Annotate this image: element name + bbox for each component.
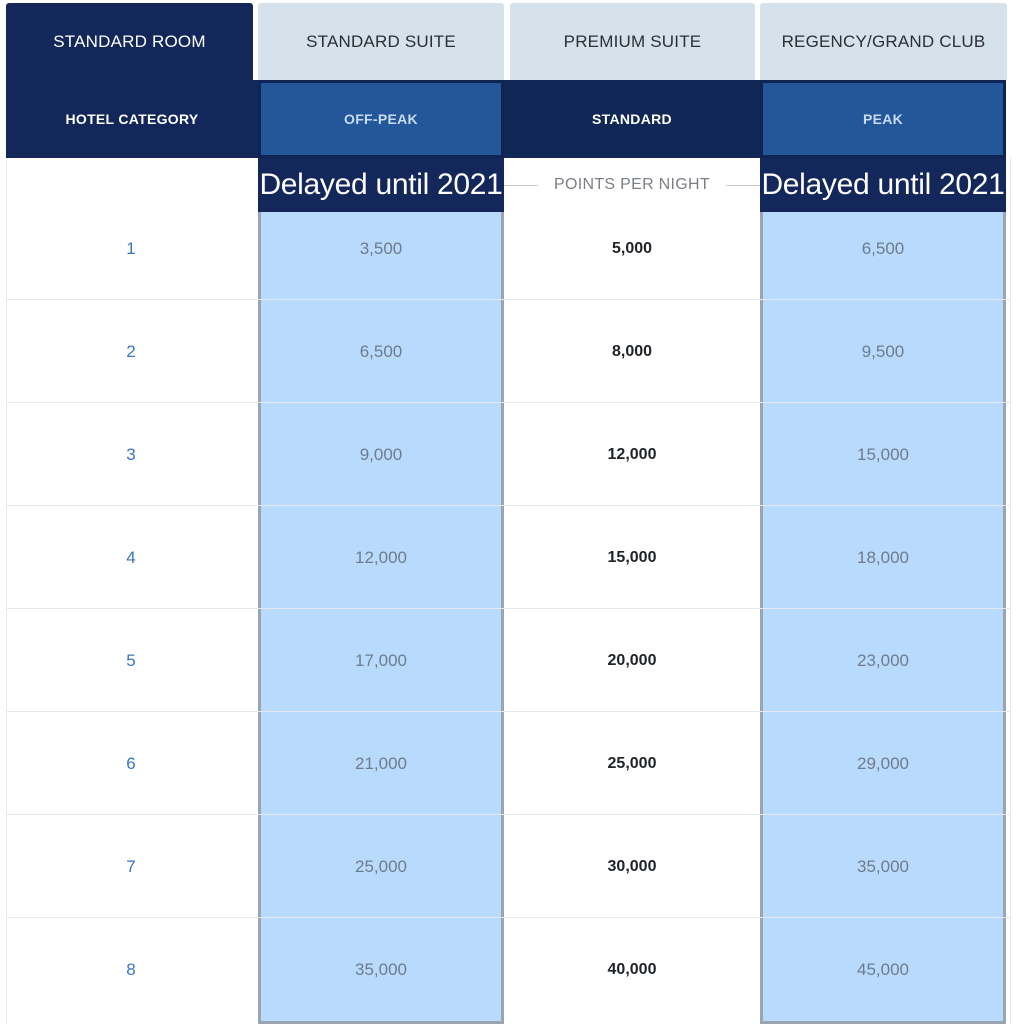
- standard-points-cell: 5,000: [611, 239, 653, 257]
- standard-points-cell: 12,000: [607, 445, 657, 463]
- tab-standard-room[interactable]: STANDARD ROOM: [6, 3, 253, 80]
- table-row: 3 9,000 12,000 15,000: [0, 403, 1017, 506]
- table-row: 7 25,000 30,000 35,000: [0, 815, 1017, 918]
- off-peak-delayed-banner: Delayed until 2021: [258, 158, 504, 212]
- hotel-category-cell[interactable]: 3: [126, 444, 136, 464]
- peak-points-cell: 35,000: [857, 856, 909, 876]
- hotel-category-cell[interactable]: 2: [126, 341, 136, 361]
- off-peak-points-cell: 9,000: [359, 444, 403, 464]
- standard-points-cell: 30,000: [607, 857, 657, 875]
- row-divider: [6, 917, 1010, 918]
- peak-points-cell: 23,000: [857, 650, 909, 670]
- hotel-category-cell[interactable]: 6: [126, 753, 136, 773]
- peak-points-cell: 18,000: [857, 547, 909, 567]
- row-divider: [6, 402, 1010, 403]
- row-divider: [6, 711, 1010, 712]
- header-hotel-category: HOTEL CATEGORY: [6, 80, 258, 158]
- off-peak-column-highlight: [258, 158, 504, 1024]
- divider-line: [725, 184, 760, 186]
- hotel-category-cell[interactable]: 4: [126, 547, 136, 567]
- table-row: 4 12,000 15,000 18,000: [0, 506, 1017, 609]
- row-divider: [6, 814, 1010, 815]
- row-divider: [6, 299, 1010, 300]
- table-row: 2 6,500 8,000 9,500: [0, 300, 1017, 403]
- tab-standard-suite[interactable]: STANDARD SUITE: [258, 3, 504, 80]
- peak-points-cell: 9,500: [861, 341, 905, 361]
- standard-points-cell: 20,000: [607, 651, 657, 669]
- table-row: 6 21,000 25,000 29,000: [0, 712, 1017, 815]
- header-standard: STANDARD: [504, 80, 760, 158]
- divider-line: [504, 184, 539, 186]
- row-divider: [6, 608, 1010, 609]
- tab-regency-grand-club[interactable]: REGENCY/GRAND CLUB: [760, 3, 1007, 80]
- off-peak-points-cell: 3,500: [359, 238, 403, 258]
- points-per-night-text: POINTS PER NIGHT: [554, 176, 710, 193]
- standard-points-cell: 40,000: [607, 960, 657, 978]
- peak-points-cell: 6,500: [861, 238, 905, 258]
- row-divider: [6, 505, 1010, 506]
- standard-points-cell: 25,000: [607, 754, 657, 772]
- table-row: 8 35,000 40,000 45,000: [0, 918, 1017, 1021]
- table-row: 5 17,000 20,000 23,000: [0, 609, 1017, 712]
- off-peak-points-cell: 12,000: [355, 547, 407, 567]
- header-off-peak: OFF-PEAK: [258, 80, 504, 158]
- peak-column-highlight: [760, 158, 1006, 1024]
- off-peak-points-cell: 25,000: [355, 856, 407, 876]
- peak-points-cell: 15,000: [857, 444, 909, 464]
- table-left-edge: [6, 158, 7, 1024]
- hotel-category-cell[interactable]: 8: [126, 959, 136, 979]
- points-per-night-label: POINTS PER NIGHT: [504, 158, 760, 212]
- hotel-category-cell[interactable]: 7: [126, 856, 136, 876]
- tab-premium-suite[interactable]: PREMIUM SUITE: [510, 3, 755, 80]
- peak-points-cell: 45,000: [857, 959, 909, 979]
- peak-delayed-banner: Delayed until 2021: [760, 158, 1006, 212]
- off-peak-points-cell: 6,500: [359, 341, 403, 361]
- off-peak-points-cell: 17,000: [355, 650, 407, 670]
- standard-points-cell: 8,000: [611, 342, 653, 360]
- standard-points-cell: 15,000: [607, 548, 657, 566]
- off-peak-points-cell: 35,000: [355, 959, 407, 979]
- off-peak-points-cell: 21,000: [355, 753, 407, 773]
- room-type-tabs: STANDARD ROOM STANDARD SUITE PREMIUM SUI…: [0, 0, 1017, 80]
- hotel-category-cell[interactable]: 1: [126, 238, 136, 258]
- table-right-edge: [1010, 158, 1011, 1024]
- table-row: 1 3,500 5,000 6,500: [0, 197, 1017, 300]
- peak-points-cell: 29,000: [857, 753, 909, 773]
- hotel-category-cell[interactable]: 5: [126, 650, 136, 670]
- header-peak: PEAK: [760, 80, 1006, 158]
